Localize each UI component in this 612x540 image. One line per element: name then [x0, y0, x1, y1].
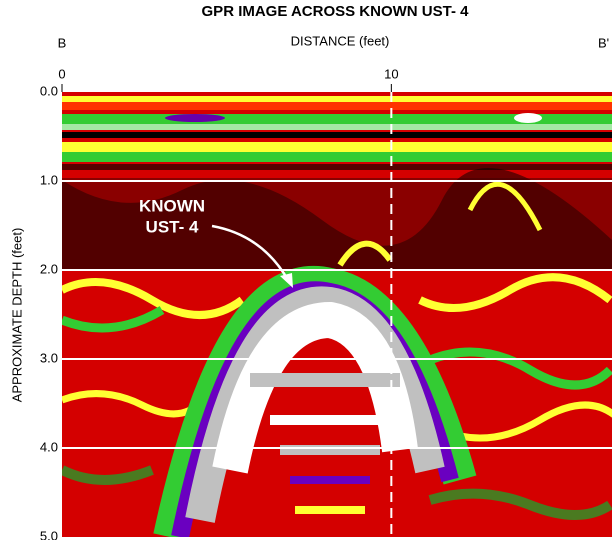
- y-tick-label: 3.0: [40, 350, 58, 365]
- endpoint-label: B: [58, 35, 67, 50]
- y-tick-label: 0.0: [40, 83, 58, 98]
- chart-title: GPR IMAGE ACROSS KNOWN UST- 4: [202, 3, 470, 20]
- axes: 0.0 1.0 2.0 3.0 4.0 5.0 0 10: [40, 66, 612, 540]
- annotation: UST- 4: [146, 217, 199, 236]
- endpoint-label: B': [598, 35, 609, 50]
- annotation-arrowhead: [280, 273, 293, 288]
- annotation-arrow: [211, 224, 290, 281]
- y-tick-label: 4.0: [40, 439, 58, 454]
- y-axis-label: APPROXIMATE DEPTH (feet): [9, 228, 24, 403]
- x-tick-label: 0: [58, 66, 65, 81]
- annotation: KNOWN: [139, 196, 205, 215]
- x-tick-label: 10: [384, 66, 398, 81]
- y-tick-label: 5.0: [40, 528, 58, 540]
- x-axis-label: DISTANCE (feet): [291, 33, 390, 48]
- y-tick-label: 1.0: [40, 172, 58, 187]
- radargram: [62, 92, 612, 537]
- y-tick-label: 2.0: [40, 261, 58, 276]
